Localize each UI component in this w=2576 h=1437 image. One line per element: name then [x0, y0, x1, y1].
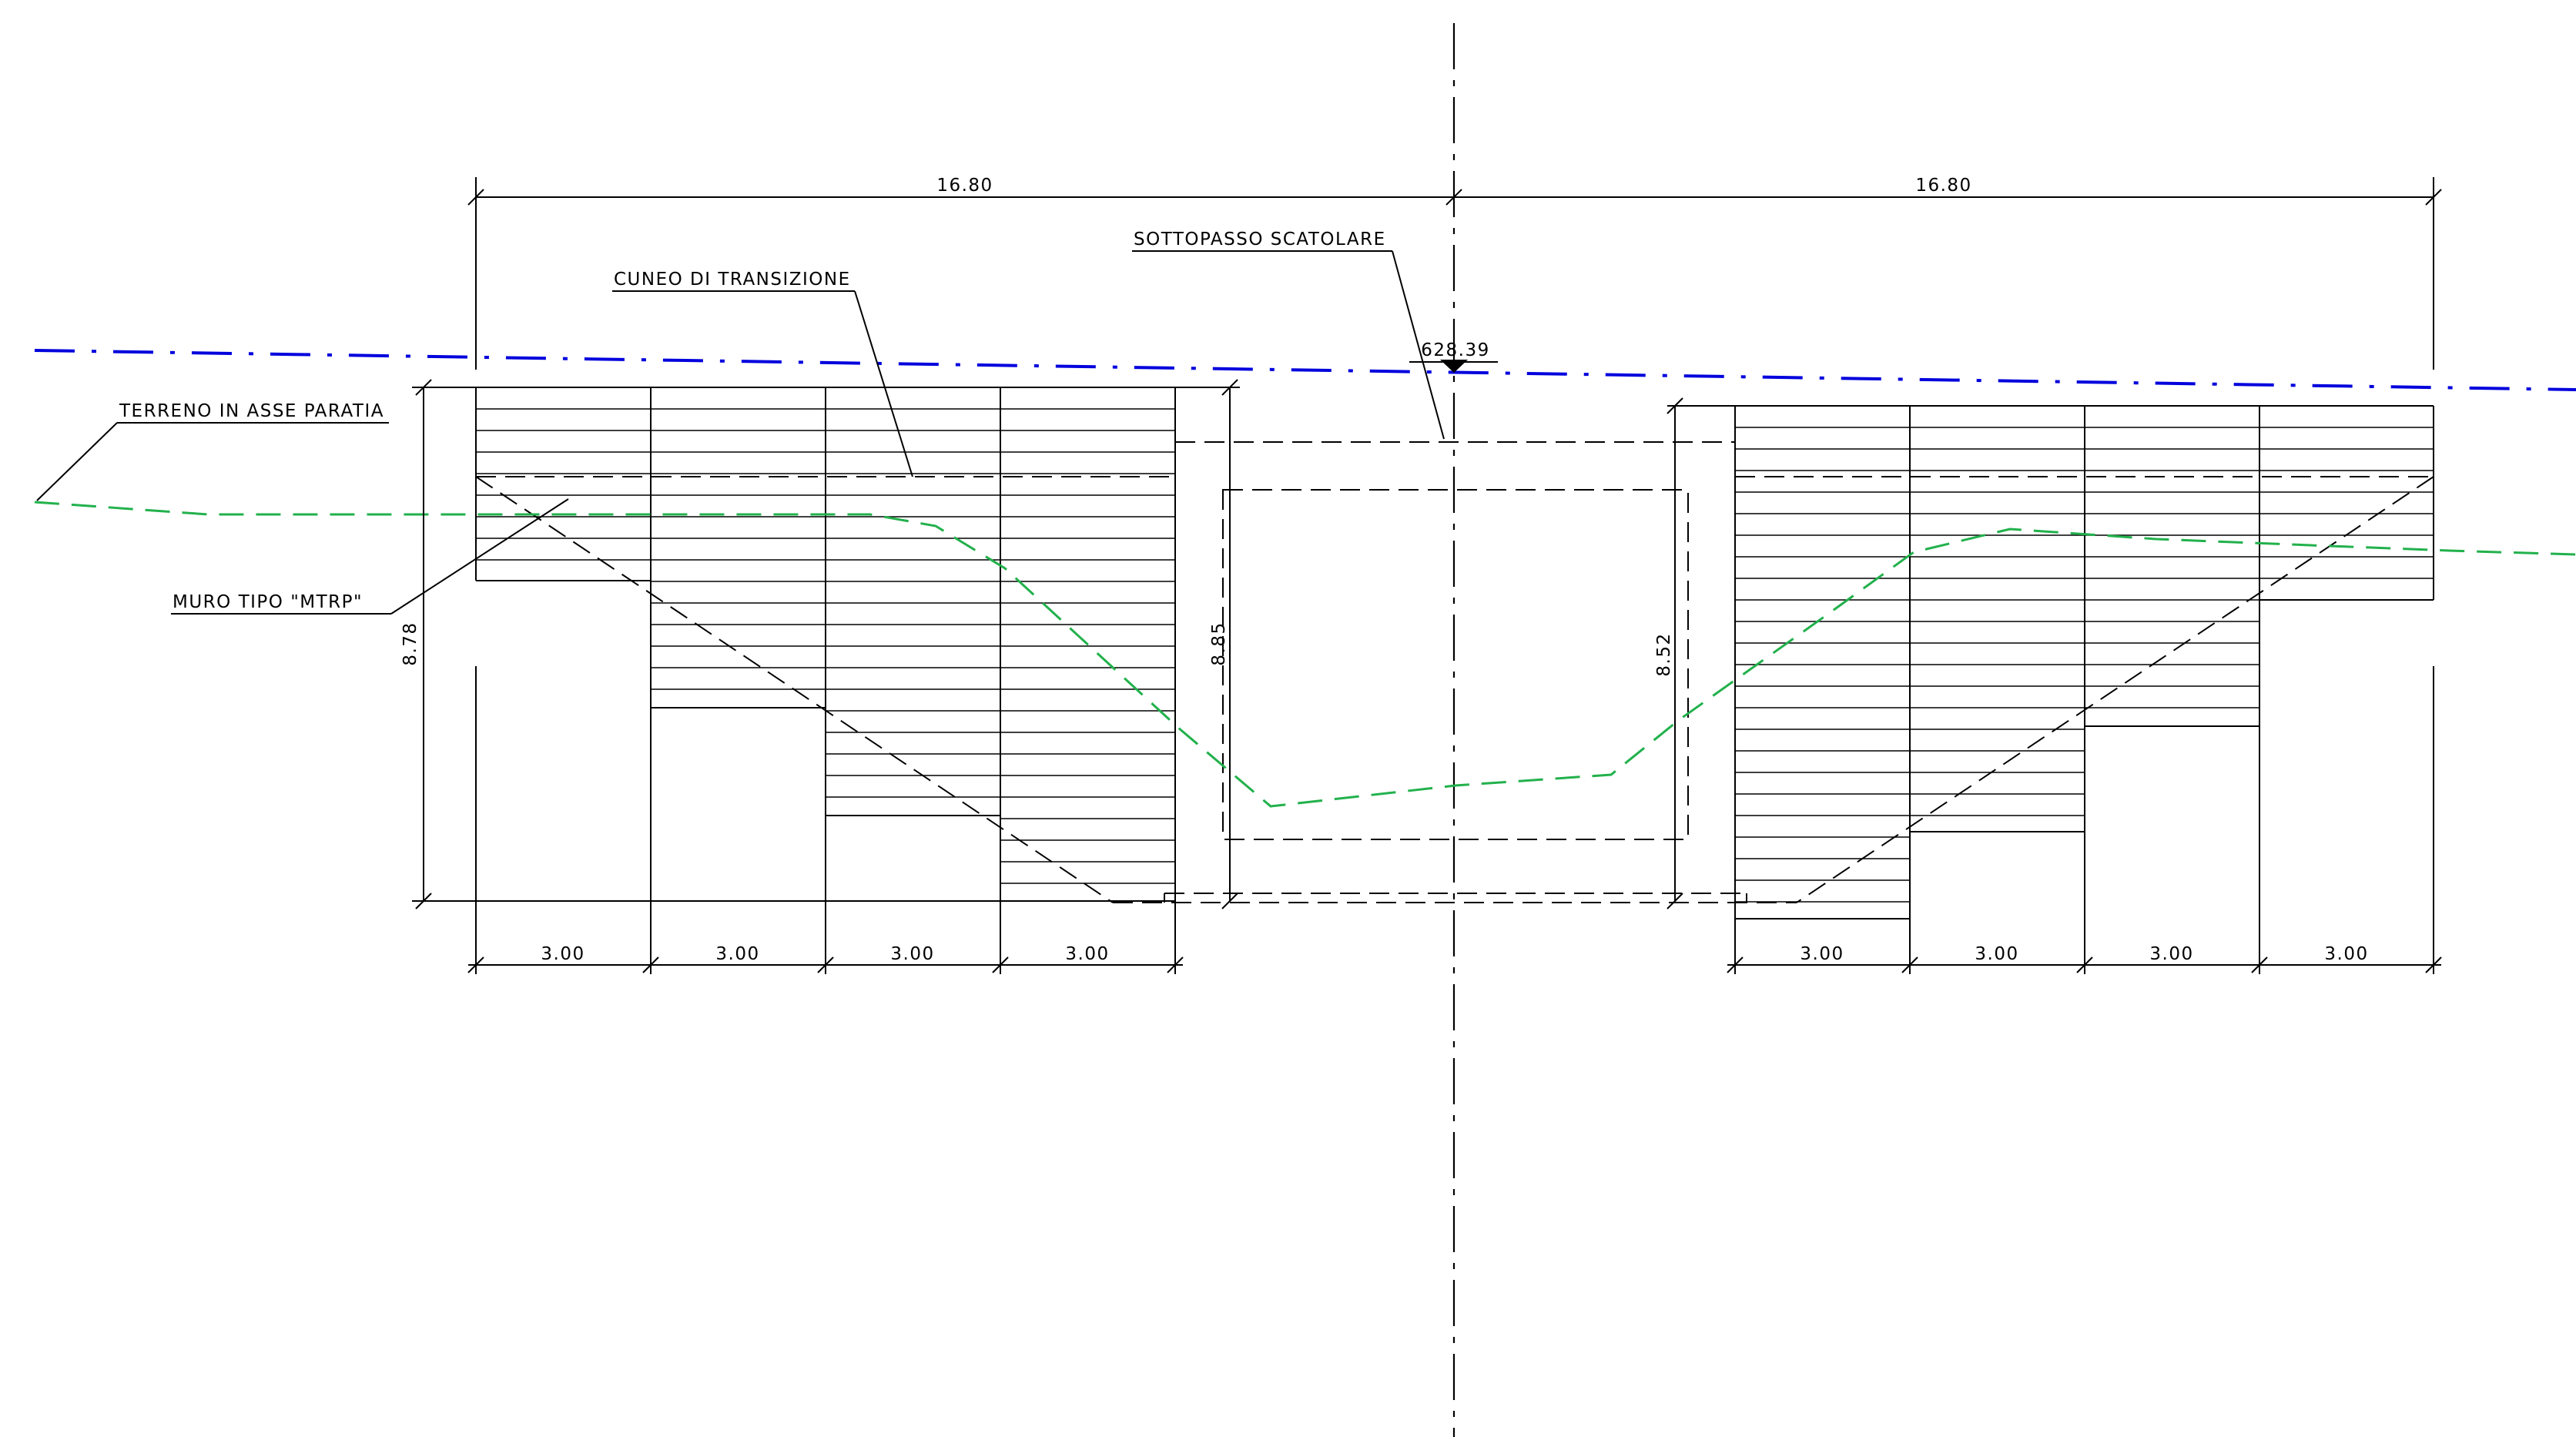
leader-transition-wedge [612, 290, 913, 477]
dim-bay-left-3: 3.00 [890, 944, 934, 964]
dim-bay-right-3: 3.00 [2149, 944, 2193, 964]
box-height-dim-left [1175, 379, 1240, 909]
dim-box-height-right: 8.52 [1654, 632, 1674, 676]
dim-bay-right-4: 3.00 [2324, 944, 2368, 964]
label-transition-wedge: CUNEO DI TRANSIZIONE [614, 270, 851, 290]
leader-ground [36, 422, 389, 501]
leader-underpass [1132, 250, 1445, 440]
bottom-dimension-right [1727, 726, 2442, 974]
transition-wedge [475, 476, 2434, 903]
label-ground: TERRENO IN ASSE PARATIA [119, 401, 384, 421]
right-embankment-outline [1734, 405, 2434, 919]
label-wall: MURO TIPO "MTRP" [173, 592, 363, 612]
dim-box-height-left: 8.85 [1209, 621, 1229, 665]
leader-wall [171, 498, 569, 615]
dim-bay-left-1: 3.00 [541, 944, 585, 964]
bottom-dimension-left [467, 901, 1184, 974]
dim-bay-right-1: 3.00 [1800, 944, 1844, 964]
box-height-dim-right [1667, 397, 1735, 909]
dim-bay-left-4: 3.00 [1065, 944, 1109, 964]
box-culvert [1113, 441, 1797, 903]
elevation-marker-icon [1440, 360, 1468, 373]
ground-profile [34, 501, 2576, 808]
label-underpass: SOTTOPASSO SCATOLARE [1134, 229, 1386, 250]
top-dimension [467, 177, 2442, 370]
elevation-value: 628.39 [1421, 340, 1489, 360]
level-line [34, 349, 2576, 391]
height-dimension-left [412, 379, 1175, 909]
dim-height-left: 8.78 [400, 621, 420, 665]
dim-bay-right-2: 3.00 [1975, 944, 2018, 964]
dim-total-right: 16.80 [1915, 176, 1971, 196]
dim-bay-left-2: 3.00 [715, 944, 759, 964]
hatch-lines [476, 408, 2434, 903]
left-embankment-outline [475, 387, 1176, 901]
dim-total-left: 16.80 [936, 176, 993, 196]
